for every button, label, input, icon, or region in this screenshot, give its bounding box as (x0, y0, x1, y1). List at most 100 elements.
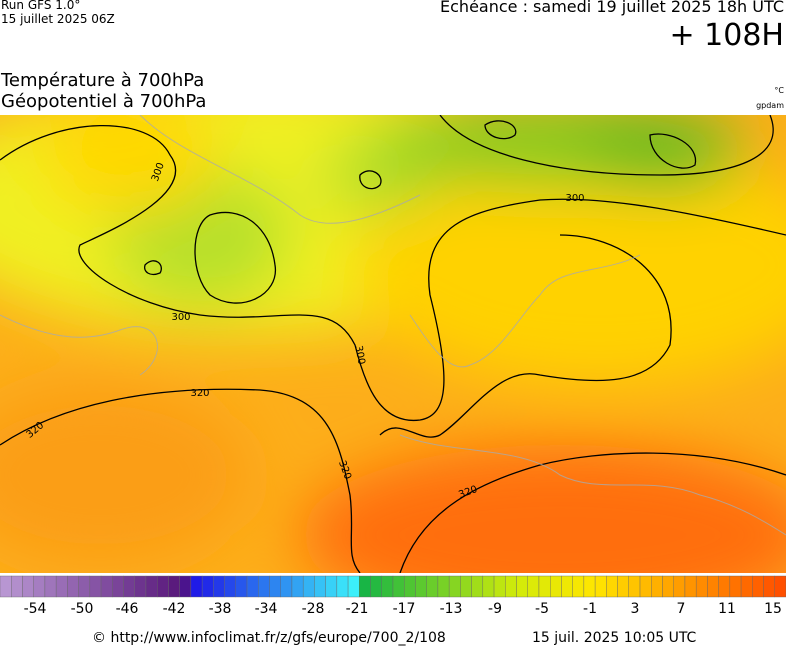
colorbar-swatch (617, 575, 629, 598)
colorbar-swatch (471, 575, 484, 598)
colorbar-label: -34 (255, 601, 278, 617)
geopotential-contours (0, 115, 786, 573)
colorbar-swatch (190, 575, 203, 598)
title-temperature: Température à 700hPa (1, 70, 205, 91)
colorbar-swatch (684, 575, 697, 598)
colorbar-swatch (651, 575, 663, 598)
contour-label: 320 (190, 388, 209, 399)
colorbar-swatch (280, 575, 293, 598)
colorbar-swatch (302, 575, 315, 598)
colorbar-swatch (336, 575, 349, 598)
colorbar-swatch (707, 575, 719, 598)
colorbar-swatch (392, 575, 405, 598)
colorbar-swatch (718, 575, 731, 598)
colorbar-swatch (437, 575, 450, 598)
colorbar-label: 7 (677, 601, 686, 617)
colorbar-swatch (347, 575, 360, 598)
colorbar-swatch (550, 575, 562, 598)
echeance: Echéance : samedi 19 juillet 2025 18h UT… (440, 0, 784, 16)
coastlines (0, 115, 786, 536)
colorbar-swatch (235, 575, 248, 598)
colorbar-swatch (291, 575, 304, 598)
colorbar-label: 3 (631, 601, 640, 617)
colorbar-swatch (606, 575, 618, 598)
colorbar-label: -46 (116, 601, 139, 617)
colorbar-swatch (448, 575, 461, 598)
colorbar-swatch (269, 575, 281, 598)
colorbar-label: -5 (535, 601, 549, 617)
colorbar-label: -38 (209, 601, 232, 617)
colorbar-label: -17 (393, 601, 416, 617)
contour-label: 300 (352, 345, 366, 366)
colorbar-swatch (100, 575, 113, 598)
colorbar-swatch (44, 575, 57, 598)
colorbar-swatch (168, 575, 180, 598)
contour-label: 300 (171, 312, 190, 323)
colorbar-label: -9 (488, 601, 502, 617)
title-geopotential: Géopotentiel à 700hPa (1, 91, 207, 112)
colorbar-swatch (516, 575, 528, 598)
colorbar-swatch (493, 575, 506, 598)
colorbar-swatch (145, 575, 158, 598)
unit-geopotential: gpdam (756, 101, 784, 110)
colorbar-swatch (325, 575, 338, 598)
colorbar-swatch (55, 575, 68, 598)
colorbar-swatch (415, 575, 427, 598)
colorbar-swatch (156, 575, 169, 598)
colorbar-label: 15 (764, 601, 782, 617)
colorbar-swatch (695, 575, 708, 598)
colorbar-swatch (78, 575, 91, 598)
colorbar-swatch (460, 575, 472, 598)
colorbar-swatch (426, 575, 439, 598)
colorbar-swatch (224, 575, 236, 598)
colorbar-label: -54 (24, 601, 47, 617)
colorbar-swatch (112, 575, 124, 598)
colorbar-swatch (729, 575, 742, 598)
colorbar-swatch (639, 575, 652, 598)
colorbar-swatch (740, 575, 753, 598)
colorbar-swatch (538, 575, 551, 598)
colorbar-label: -50 (71, 601, 94, 617)
run-label: Run GFS 1.0° (1, 0, 81, 12)
colorbar-swatch (0, 575, 12, 598)
colorbar-swatch (774, 575, 786, 598)
colorbar-swatch (213, 575, 225, 598)
lead-time: + 108H (669, 18, 785, 53)
colorbar-swatch (33, 575, 46, 598)
run-date: 15 juillet 2025 06Z (1, 12, 115, 26)
colorbar-swatch (11, 575, 23, 598)
colorbar-swatch (662, 575, 674, 598)
colorbar-swatch (22, 575, 34, 598)
colorbar-swatch (763, 575, 775, 598)
colorbar-swatch (505, 575, 517, 598)
footer-url: © http://www.infoclimat.fr/z/gfs/europe/… (92, 630, 446, 646)
colorbar-swatch (583, 575, 596, 598)
colorbar-swatch (201, 575, 214, 598)
colorbar-swatch (673, 575, 686, 598)
colorbar-label: -42 (163, 601, 186, 617)
colorbar-label: -1 (583, 601, 597, 617)
colorbar-swatch (628, 575, 641, 598)
colorbar-swatch (67, 575, 79, 598)
colorbar-swatch (246, 575, 259, 598)
colorbar-swatch (381, 575, 394, 598)
colorbar-label: -21 (346, 601, 369, 617)
colorbar-swatch (404, 575, 416, 598)
colorbar-swatch (482, 575, 495, 598)
colorbar-label: -28 (302, 601, 325, 617)
colorbar-swatch (359, 575, 371, 598)
colorbar-swatch (123, 575, 135, 598)
colorbar-label: 11 (718, 601, 736, 617)
colorbar-swatch (572, 575, 585, 598)
colorbar-swatch (527, 575, 540, 598)
footer-time: 15 juil. 2025 10:05 UTC (532, 630, 697, 646)
colorbar-swatch (179, 575, 192, 598)
colorbar-swatch (89, 575, 102, 598)
colorbar-swatch (752, 575, 764, 598)
temperature-field (0, 115, 786, 573)
colorbar-swatch (370, 575, 382, 598)
colorbar-swatch (258, 575, 270, 598)
colorbar-swatch (134, 575, 147, 598)
